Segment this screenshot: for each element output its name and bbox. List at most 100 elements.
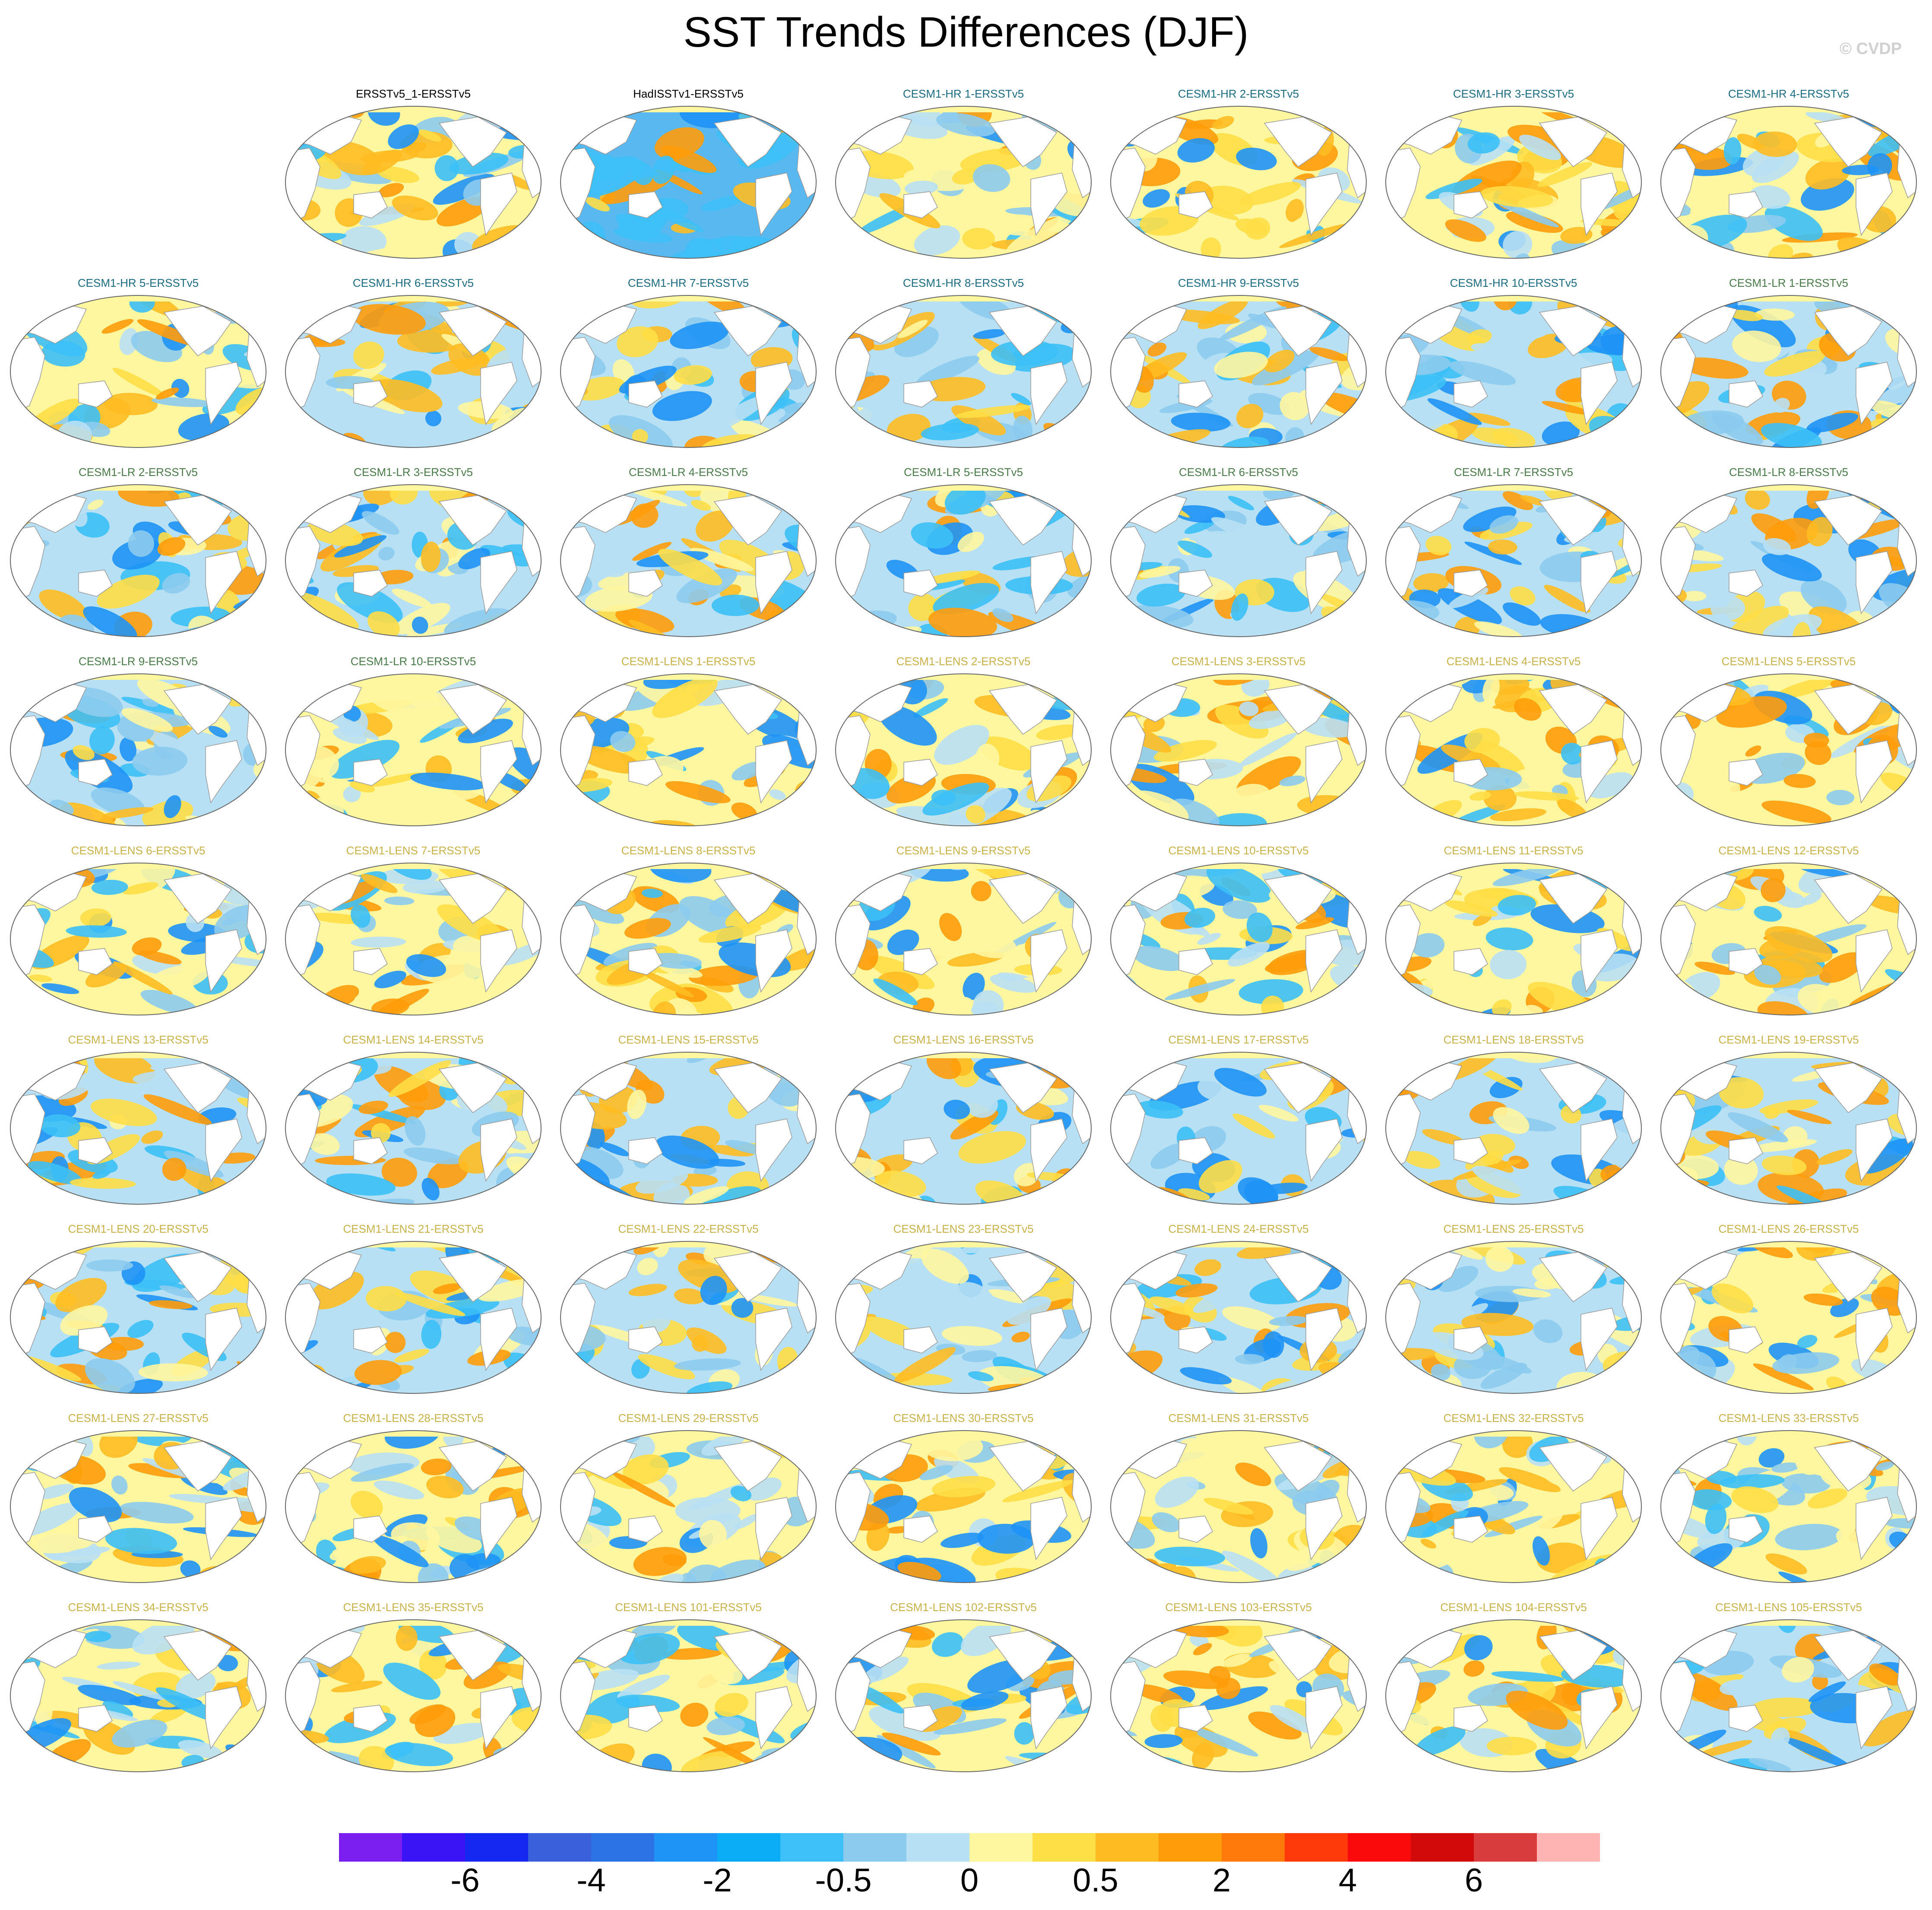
trend-region (10, 431, 38, 447)
continent (561, 1661, 595, 1737)
sst-map (1385, 106, 1642, 259)
sst-map (560, 1241, 817, 1394)
trend-region (1506, 211, 1563, 233)
trend-region (1269, 1316, 1308, 1326)
arctic-band (81, 1620, 195, 1626)
panel-title: CESM1-LENS 13-ERSSTv5 (68, 1033, 209, 1046)
arctic-band (356, 1620, 470, 1626)
sst-map (1385, 1430, 1642, 1583)
trend-region (1386, 232, 1411, 257)
trend-region (1214, 352, 1268, 378)
trend-region (1751, 151, 1799, 183)
trend-region (1328, 993, 1350, 1008)
trend-region (1180, 1367, 1232, 1385)
panel-title: CESM1-LENS 29-ERSSTv5 (618, 1412, 759, 1425)
map-panel: CESM1-HR 9-ERSSTv5 (1109, 276, 1368, 458)
trend-region (69, 1487, 122, 1523)
map-outline (1110, 484, 1367, 637)
trend-region (966, 1092, 998, 1118)
trend-region (123, 882, 158, 895)
panel-title: CESM1-LENS 28-ERSSTv5 (343, 1412, 484, 1425)
panel-title: CESM1-LENS 15-ERSSTv5 (618, 1033, 759, 1046)
trend-region (741, 1294, 798, 1307)
continent (1856, 929, 1893, 993)
trend-region (1199, 1160, 1242, 1193)
continent (836, 1282, 871, 1358)
trend-region (337, 582, 403, 623)
continent (1729, 1704, 1763, 1732)
trend-region (1228, 496, 1254, 511)
trend-region (101, 807, 154, 819)
colorbar-bin (1285, 1833, 1348, 1862)
trend-region (1411, 933, 1445, 958)
continent (353, 948, 388, 975)
trend-region (349, 1556, 386, 1574)
sst-map (10, 1430, 266, 1583)
trend-region (1007, 1296, 1051, 1325)
trend-region (674, 1288, 705, 1304)
sst-map (835, 484, 1092, 637)
map-panel: CESM1-LENS 4-ERSSTv5 (1384, 655, 1643, 836)
trend-region (1420, 1539, 1436, 1549)
continent (205, 1118, 242, 1182)
trend-region (285, 873, 308, 895)
continent (1386, 526, 1421, 602)
trend-region (701, 1432, 746, 1456)
trend-region (601, 175, 671, 204)
trend-region (624, 918, 671, 939)
trend-region (1766, 1309, 1803, 1324)
sst-map (835, 863, 1092, 1015)
trend-region (1066, 1686, 1091, 1714)
trend-region (1327, 1185, 1366, 1204)
trend-region (955, 405, 1031, 418)
trend-region (1444, 900, 1498, 917)
map-outline (285, 295, 542, 448)
trend-region (962, 1350, 998, 1362)
trend-region (1463, 506, 1517, 532)
trend-region (256, 1269, 266, 1290)
continent (1178, 1137, 1213, 1164)
map-panel: CESM1-LR 5-ERSSTv5 (834, 466, 1093, 647)
trend-region (1270, 805, 1307, 815)
trend-region (354, 992, 376, 1007)
trend-region (882, 1732, 941, 1756)
trend-region (615, 608, 675, 633)
panel-title: CESM1-LENS 103-ERSSTv5 (1165, 1601, 1312, 1614)
trend-region (1816, 1149, 1853, 1165)
trend-region (361, 150, 418, 163)
trend-region (1718, 1077, 1764, 1109)
trend-region (1764, 1570, 1823, 1583)
trend-region (151, 397, 214, 407)
continent (480, 740, 517, 804)
arctic-band (1181, 295, 1295, 301)
trend-region (1061, 1431, 1091, 1448)
sst-map (1385, 1052, 1642, 1205)
trend-region (444, 608, 512, 637)
trend-region (1066, 674, 1089, 693)
map-outline (1110, 863, 1367, 1015)
trend-region (41, 340, 86, 367)
continent (903, 380, 938, 408)
continent (1729, 758, 1763, 786)
trend-region (938, 996, 973, 1015)
trend-region (1114, 628, 1141, 637)
map-outline (285, 1619, 542, 1772)
continent (755, 740, 792, 804)
trend-region (1871, 1620, 1916, 1640)
trend-region (1564, 1198, 1603, 1204)
trend-region (385, 1742, 453, 1767)
trend-region (1485, 1246, 1514, 1272)
panel-title: CESM1-LENS 25-ERSSTv5 (1443, 1222, 1584, 1235)
continent (836, 1472, 871, 1548)
trend-region (1679, 1052, 1706, 1067)
trend-region (141, 1130, 163, 1144)
trend-region (10, 1196, 35, 1204)
arctic-band (1457, 674, 1571, 680)
trend-region (691, 500, 711, 511)
continent (78, 1515, 113, 1543)
map-panel: CESM1-LR 3-ERSSTv5 (284, 466, 543, 647)
sst-map (1110, 673, 1367, 826)
trend-region (285, 674, 308, 692)
trend-region (1132, 1684, 1183, 1704)
panel-title: CESM1-LENS 102-ERSSTv5 (890, 1601, 1037, 1614)
